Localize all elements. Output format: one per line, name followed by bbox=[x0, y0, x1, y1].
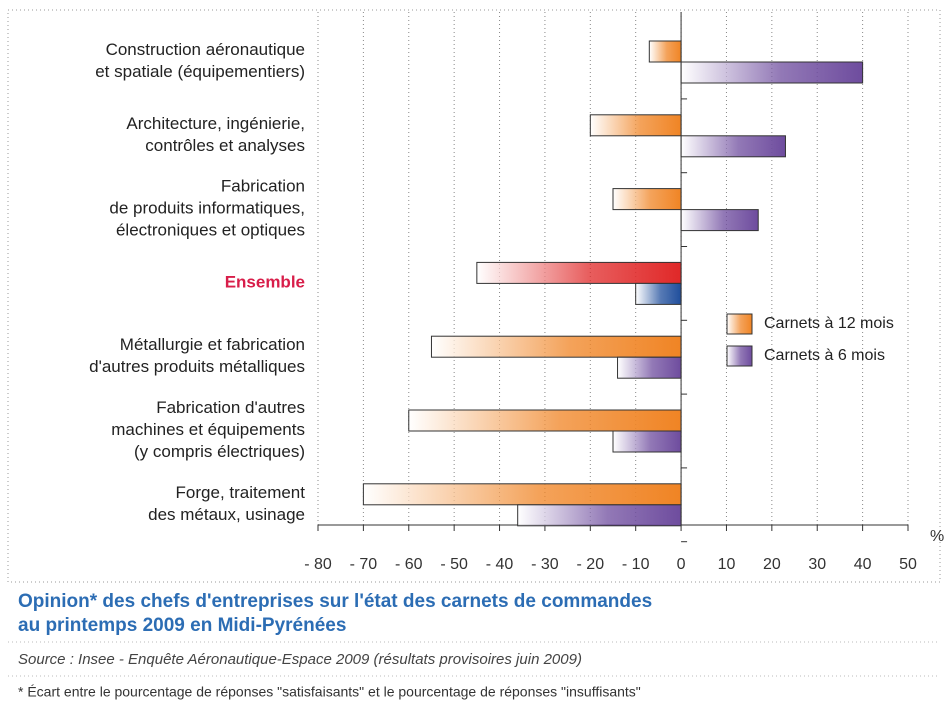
y-tick-label-line: Forge, traitement bbox=[176, 483, 306, 502]
y-tick-label: Forge, traitement des métaux, usinage bbox=[148, 483, 305, 524]
bar bbox=[476, 261, 682, 284]
y-tick-label-line: Ensemble bbox=[225, 273, 305, 292]
x-tick-label: 0 bbox=[677, 556, 686, 573]
bar bbox=[612, 430, 682, 453]
chart-title: au printemps 2009 en Midi-Pyrénées bbox=[18, 615, 346, 636]
y-tick-label-line: contrôles et analyses bbox=[145, 136, 305, 155]
legend-swatch bbox=[726, 313, 753, 335]
x-tick-label: - 70 bbox=[350, 556, 378, 573]
x-tick-label: 10 bbox=[718, 556, 736, 573]
y-tick-label-line: d'autres produits métalliques bbox=[89, 358, 305, 377]
x-tick-label: - 20 bbox=[577, 556, 605, 573]
chart-title: Opinion* des chefs d'entreprises sur l'é… bbox=[18, 591, 652, 612]
y-tick-label-line: machines et équipements bbox=[111, 420, 305, 439]
x-tick-label: - 50 bbox=[440, 556, 468, 573]
x-tick-label: - 10 bbox=[622, 556, 650, 573]
x-tick-label: - 80 bbox=[304, 556, 332, 573]
y-tick-label-line: et spatiale (équipementiers) bbox=[95, 62, 305, 81]
bar bbox=[589, 114, 682, 137]
bar bbox=[680, 209, 759, 232]
y-tick-label-line: électroniques et optiques bbox=[116, 221, 305, 240]
bar bbox=[635, 282, 682, 305]
y-tick-label: Architecture, ingénierie, contrôles et an… bbox=[126, 114, 305, 155]
y-tick-label: Fabrication de produits informatiques, éle… bbox=[109, 177, 305, 240]
y-tick-label-line: Fabrication d'autres bbox=[156, 398, 305, 417]
legend-label: Carnets à 6 mois bbox=[764, 347, 885, 364]
bar bbox=[408, 409, 682, 432]
y-tick-label-line: Fabrication bbox=[221, 177, 305, 196]
bar bbox=[680, 61, 864, 84]
x-tick-label: 50 bbox=[899, 556, 917, 573]
bar bbox=[680, 135, 786, 158]
x-tick-label: 20 bbox=[763, 556, 781, 573]
bar bbox=[430, 335, 682, 358]
legend-swatch bbox=[726, 345, 753, 367]
x-tick-label: - 30 bbox=[531, 556, 559, 573]
bar bbox=[362, 483, 682, 506]
y-tick-label: Fabrication d'autres machines et équipeme… bbox=[111, 398, 305, 461]
legend-label: Carnets à 12 mois bbox=[764, 315, 894, 332]
x-tick-label: 30 bbox=[808, 556, 826, 573]
note: * Écart entre le pourcentage de réponses… bbox=[18, 684, 641, 700]
y-tick-label-line: Architecture, ingénierie, bbox=[126, 114, 305, 133]
y-tick-label: Métallurgie et fabrication d'autres produ… bbox=[89, 336, 305, 377]
y-tick-label: Construction aéronautique et spatiale (éq… bbox=[95, 40, 305, 81]
y-tick-label-line: Construction aéronautique bbox=[106, 40, 305, 59]
bar bbox=[648, 40, 682, 63]
y-tick-label-line: des métaux, usinage bbox=[148, 505, 305, 524]
source: Source : Insee - Enquête Aéronautique-Es… bbox=[18, 651, 582, 668]
y-tick-label-line: de produits informatiques, bbox=[109, 199, 305, 218]
y-tick-label-line: Métallurgie et fabrication bbox=[120, 336, 305, 355]
bar bbox=[617, 356, 682, 379]
bar bbox=[517, 504, 682, 527]
y-tick-label-line: (y compris électriques) bbox=[134, 442, 305, 461]
y-tick-label: Ensemble bbox=[225, 273, 305, 292]
x-tick-label: - 40 bbox=[486, 556, 514, 573]
bar bbox=[612, 188, 682, 211]
x-axis-label: % bbox=[930, 528, 944, 545]
x-tick-label: 40 bbox=[854, 556, 872, 573]
x-tick-label: - 60 bbox=[395, 556, 423, 573]
